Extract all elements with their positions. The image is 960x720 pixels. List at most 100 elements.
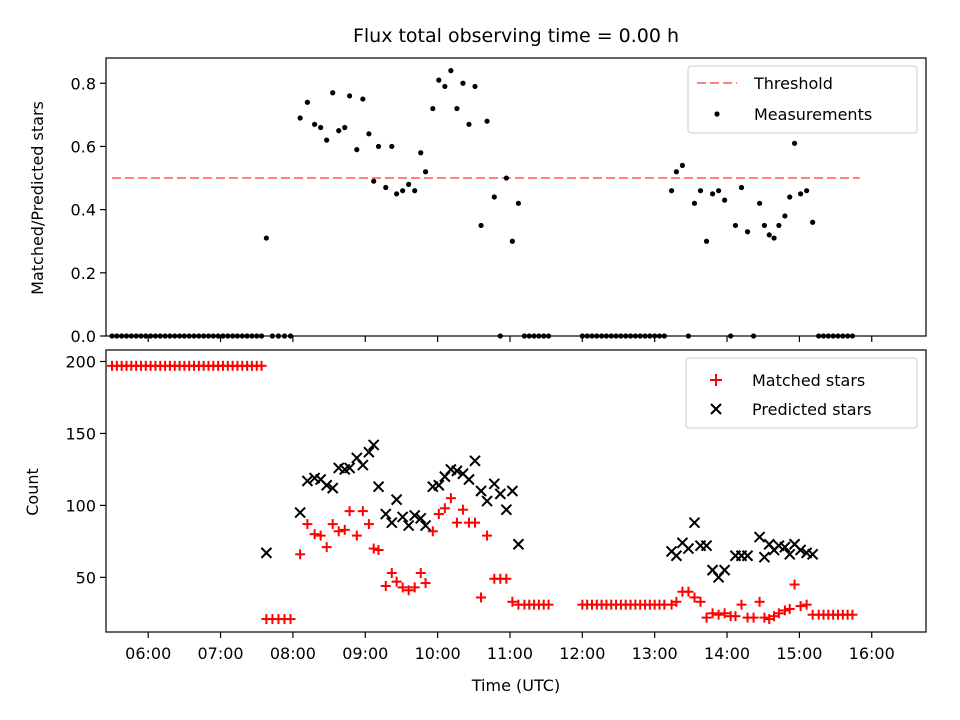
measurement-point (412, 188, 418, 194)
predicted-star-point (363, 446, 375, 458)
matched-star-point (501, 573, 512, 584)
measurement-point (515, 200, 522, 206)
matched-star-point (344, 506, 355, 517)
ratio-panel-frame (105, 57, 927, 337)
matched-star-point (351, 530, 362, 541)
count-x-tick-label: 08:00 (270, 644, 316, 663)
measurement-point (436, 77, 442, 83)
predicted-star-point (367, 439, 380, 451)
legend-matched-swatch (710, 374, 722, 386)
count-x-tick-label: 15:00 (776, 644, 822, 663)
measurement-point (776, 222, 782, 229)
ratio-y-tick-label: 0.4 (71, 201, 96, 220)
count-panel-marks (107, 360, 858, 625)
matched-star-point (357, 506, 368, 517)
matched-star-point (719, 608, 730, 619)
matched-star-point (507, 596, 518, 607)
count-panel-frame (105, 349, 927, 633)
ratio-y-tick-label: 0.2 (71, 264, 96, 283)
measurement-point (460, 80, 466, 86)
measurement-point (691, 200, 698, 206)
measurement-point (454, 105, 460, 112)
predicted-star-point (386, 516, 398, 529)
matched-star-point (339, 524, 350, 535)
matched-star-point (433, 509, 444, 520)
measurement-point (732, 222, 739, 229)
count-x-tick-label: 10:00 (415, 644, 461, 663)
matched-star-point (543, 599, 554, 610)
count-y-tick-label: 100 (65, 496, 96, 515)
count-x-tick-label: 14:00 (704, 644, 750, 663)
matched-star-point (736, 599, 747, 610)
matched-star-point (368, 543, 379, 554)
count-y-tick-label: 50 (76, 568, 96, 587)
predicted-star-point (408, 509, 421, 522)
predicted-star-point (357, 459, 369, 471)
measurement-point (430, 105, 436, 112)
predicted-star-point (488, 478, 501, 490)
measurement-point (715, 188, 722, 194)
predicted-star-point (396, 511, 409, 523)
predicted-star-point (753, 531, 766, 543)
measurement-point (448, 68, 454, 74)
matched-star-point (256, 360, 267, 371)
predicted-star-point (451, 465, 463, 477)
matched-star-point (482, 530, 493, 541)
measurement-point (761, 222, 768, 229)
count-x-tick-label: 11:00 (487, 644, 533, 663)
predicted-star-point (294, 506, 306, 519)
ratio-legend-box (687, 65, 918, 134)
matched-star-point (285, 614, 296, 625)
measurement-point (371, 178, 377, 184)
measurement-point (673, 169, 679, 175)
predicted-star-point (688, 516, 701, 529)
matched-star-point (773, 608, 784, 619)
predicted-star-point (260, 547, 273, 559)
count-panel-axes: 50 100 150 200 06:00 07:00 08:00 09:00 10:00 11:0… (65, 353, 894, 663)
measurement-point (400, 188, 406, 194)
measurement-point (375, 143, 382, 150)
matched-star-point (415, 568, 426, 579)
ratio-panel-legend: Threshold Measurements (687, 65, 918, 134)
measurement-point (366, 131, 372, 137)
ratio-y-tick-label: 0.8 (71, 74, 96, 93)
matched-star-point (754, 596, 765, 607)
matched-star-point (409, 582, 420, 593)
measurement-point (478, 222, 484, 229)
ratio-panel-y-axis-label: Matched/Predicted stars (28, 101, 47, 295)
predicted-star-point (380, 508, 392, 520)
measurement-point (354, 147, 360, 153)
measurement-point (346, 93, 353, 99)
ratio-panel-axes: 0.0 0.2 0.4 0.6 0.8 (71, 74, 873, 346)
predicted-star-point (415, 512, 427, 525)
measurement-point (472, 83, 478, 90)
measurement-point (679, 162, 686, 169)
count-x-tick-label: 07:00 (198, 644, 244, 663)
predicted-star-point (475, 485, 487, 497)
measurement-point (312, 121, 318, 127)
matched-star-point (295, 549, 306, 560)
count-x-tick-label: 09:00 (342, 644, 388, 663)
matched-star-point (397, 582, 408, 593)
measurement-point (422, 169, 429, 175)
measurement-point (360, 96, 366, 102)
predicted-star-point (301, 475, 314, 487)
measurement-point (389, 143, 395, 150)
measurement-point (771, 235, 777, 241)
matched-star-point (713, 609, 724, 620)
predicted-star-point (784, 548, 796, 561)
legend-measurements-swatch (714, 111, 720, 117)
measurement-point (668, 188, 675, 194)
matched-star-point (451, 517, 462, 528)
matched-star-point (748, 612, 759, 623)
measurement-point (782, 213, 788, 219)
measurement-point (324, 137, 330, 143)
matched-star-point (327, 519, 338, 530)
ratio-y-tick-label: 0.6 (71, 137, 96, 156)
count-panel: Count Time (UTC) 50 100 150 200 06:00 07:00 08… (23, 349, 927, 695)
predicted-star-point (494, 488, 507, 500)
predicted-star-point (794, 544, 807, 556)
predicted-star-point (390, 493, 403, 506)
measurement-point (797, 191, 804, 197)
